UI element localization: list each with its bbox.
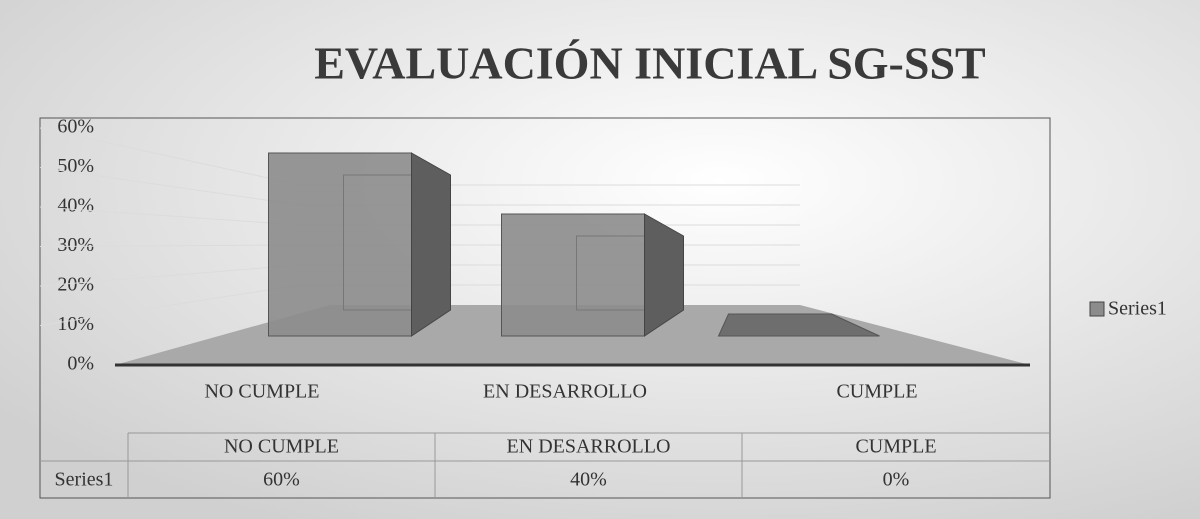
bar xyxy=(268,152,451,337)
bar-front xyxy=(268,152,412,337)
table-value: 60% xyxy=(263,469,300,491)
bar-front xyxy=(501,213,645,337)
plot-border xyxy=(39,117,1051,499)
bar xyxy=(501,213,684,337)
y-tick-label: 0% xyxy=(67,353,94,375)
y-tick-label: 10% xyxy=(57,313,94,335)
legend-swatch xyxy=(1089,301,1105,317)
table-header: EN DESARROLLO xyxy=(507,436,671,458)
table-series-label: Series1 xyxy=(55,469,114,491)
x-tick-label: EN DESARROLLO xyxy=(483,381,647,403)
y-tick-label: 60% xyxy=(57,116,94,138)
y-tick-label: 50% xyxy=(57,155,94,177)
y-tick-label: 20% xyxy=(57,274,94,296)
y-tick-label: 40% xyxy=(57,195,94,217)
bar xyxy=(717,313,880,337)
bar-side xyxy=(644,213,684,337)
x-tick-label: CUMPLE xyxy=(836,381,917,403)
bar-side xyxy=(411,152,451,337)
legend-label: Series1 xyxy=(1108,298,1167,320)
table-header: NO CUMPLE xyxy=(224,436,339,458)
table-value: 0% xyxy=(883,469,910,491)
y-tick-label: 30% xyxy=(57,234,94,256)
table-header: CUMPLE xyxy=(855,436,936,458)
table-value: 40% xyxy=(570,469,607,491)
x-tick-label: NO CUMPLE xyxy=(204,381,319,403)
chart-title: EVALUACIÓN INICIAL SG-SST xyxy=(314,38,985,89)
